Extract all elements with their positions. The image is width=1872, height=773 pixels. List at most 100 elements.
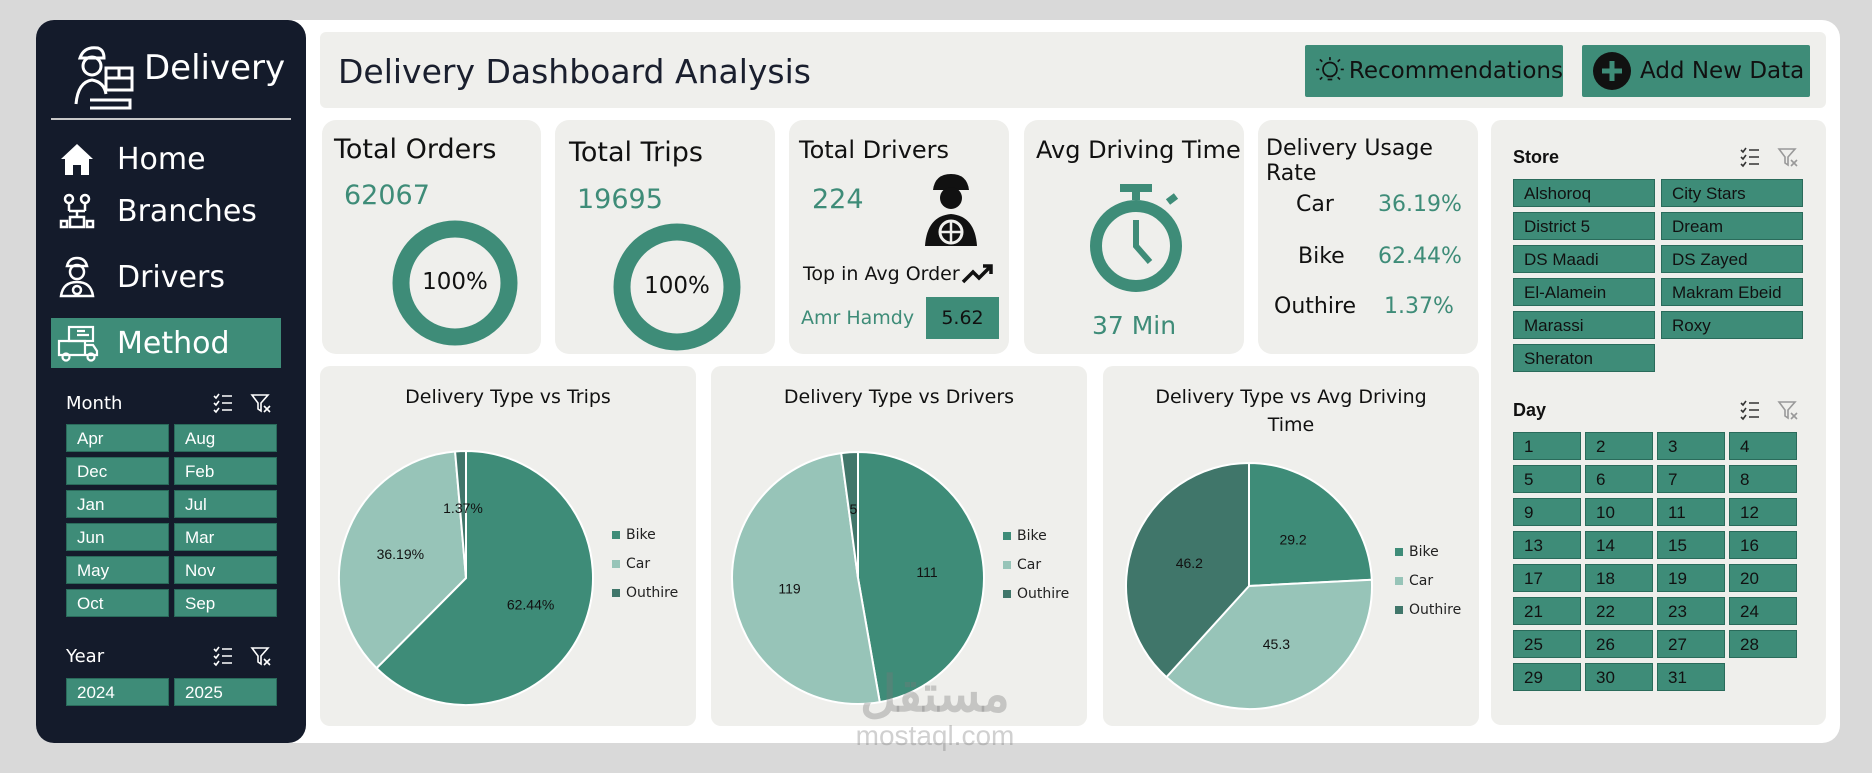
driver-icon: [51, 255, 103, 299]
recommendations-button[interactable]: Recommendations: [1305, 45, 1563, 97]
month-chip[interactable]: Aug: [174, 424, 277, 452]
multi-select-icon[interactable]: [212, 392, 234, 414]
nav-drivers[interactable]: Drivers: [51, 252, 281, 302]
day-chip[interactable]: 6: [1585, 465, 1653, 493]
store-chip[interactable]: DS Maadi: [1513, 245, 1655, 273]
nav-home[interactable]: Home: [51, 134, 281, 184]
clear-filter-icon[interactable]: [1777, 146, 1799, 168]
month-chip[interactable]: Jul: [174, 490, 277, 518]
clear-filter-icon[interactable]: [250, 392, 272, 414]
month-chip[interactable]: Apr: [66, 424, 169, 452]
clear-filter-icon[interactable]: [1777, 399, 1799, 421]
day-chip[interactable]: 4: [1729, 432, 1797, 460]
day-chip[interactable]: 31: [1657, 663, 1725, 691]
legend-swatch-car: [1395, 576, 1403, 585]
day-chip[interactable]: 26: [1585, 630, 1653, 658]
pie-data-label: 62.44%: [507, 597, 554, 613]
store-chip[interactable]: City Stars: [1661, 179, 1803, 207]
nav-method[interactable]: Method: [51, 318, 281, 368]
day-chip[interactable]: 23: [1657, 597, 1725, 625]
day-chip[interactable]: 10: [1585, 498, 1653, 526]
day-chip[interactable]: 30: [1585, 663, 1653, 691]
day-chip[interactable]: 16: [1729, 531, 1797, 559]
day-chip[interactable]: 27: [1657, 630, 1725, 658]
store-chip[interactable]: Dream: [1661, 212, 1803, 240]
watermark-latin: mostaql.com: [855, 720, 1015, 751]
chart-legend: Bike Car Outhire: [1395, 537, 1461, 624]
multi-select-icon[interactable]: [1739, 399, 1761, 421]
pie-slice-bike[interactable]: [857, 450, 985, 704]
legend-label: Bike: [626, 526, 656, 543]
month-chip[interactable]: Dec: [66, 457, 169, 485]
day-chip[interactable]: 9: [1513, 498, 1581, 526]
month-chip[interactable]: Nov: [174, 556, 277, 584]
day-chip[interactable]: 13: [1513, 531, 1581, 559]
month-chip[interactable]: Feb: [174, 457, 277, 485]
day-chip[interactable]: 22: [1585, 597, 1653, 625]
month-chip[interactable]: May: [66, 556, 169, 584]
total-trips-ring: [613, 223, 741, 351]
pie-slice-car[interactable]: [338, 450, 468, 670]
store-chip[interactable]: El-Alamein: [1513, 278, 1655, 306]
day-chip[interactable]: 24: [1729, 597, 1797, 625]
day-chip[interactable]: 7: [1657, 465, 1725, 493]
pie-slice-outhire[interactable]: [453, 449, 467, 579]
day-chip[interactable]: 25: [1513, 630, 1581, 658]
day-chip[interactable]: 21: [1513, 597, 1581, 625]
pie-slice-car[interactable]: [731, 451, 881, 705]
store-chip[interactable]: Sheraton: [1513, 344, 1655, 372]
nav-branches[interactable]: Branches: [51, 186, 281, 236]
month-chip[interactable]: Oct: [66, 589, 169, 617]
add-new-data-button[interactable]: Add New Data: [1582, 45, 1810, 97]
day-chip[interactable]: 29: [1513, 663, 1581, 691]
total-trips-value: 19695: [577, 184, 663, 215]
day-chip[interactable]: 17: [1513, 564, 1581, 592]
clear-filter-icon[interactable]: [250, 645, 272, 667]
pie-data-label: 5: [849, 501, 857, 517]
day-chip[interactable]: 19: [1657, 564, 1725, 592]
store-chip[interactable]: District 5: [1513, 212, 1655, 240]
day-chip[interactable]: 15: [1657, 531, 1725, 559]
total-orders-ring-label: 100%: [422, 269, 488, 295]
legend-item: Car: [612, 549, 678, 578]
stopwatch-icon: [1090, 184, 1182, 292]
pie-slice-car[interactable]: [1164, 578, 1373, 710]
day-chip[interactable]: 5: [1513, 465, 1581, 493]
store-chip[interactable]: DS Zayed: [1661, 245, 1803, 273]
day-chip[interactable]: 8: [1729, 465, 1797, 493]
pie-slice-bike[interactable]: [375, 449, 594, 706]
add-new-data-label: Add New Data: [1640, 58, 1805, 84]
month-chip[interactable]: Mar: [174, 523, 277, 551]
store-chip[interactable]: Alshoroq: [1513, 179, 1655, 207]
day-chip[interactable]: 28: [1729, 630, 1797, 658]
nav-branches-label: Branches: [117, 193, 257, 229]
day-chip[interactable]: 3: [1657, 432, 1725, 460]
day-chip[interactable]: 1: [1513, 432, 1581, 460]
day-chip[interactable]: 12: [1729, 498, 1797, 526]
day-chip[interactable]: 20: [1729, 564, 1797, 592]
day-chip[interactable]: 14: [1585, 531, 1653, 559]
multi-select-icon[interactable]: [212, 645, 234, 667]
year-chip[interactable]: 2024: [66, 678, 169, 706]
pie-slice-outhire[interactable]: [840, 450, 859, 579]
day-chip[interactable]: 11: [1657, 498, 1725, 526]
month-chip[interactable]: Jun: [66, 523, 169, 551]
pie-slice-outhire[interactable]: [1125, 461, 1250, 679]
store-chip[interactable]: Marassi: [1513, 311, 1655, 339]
usage-row-outhire: Outhire 1.37%: [1274, 294, 1464, 344]
pie-slice-bike[interactable]: [1248, 461, 1373, 588]
usage-label: Bike: [1298, 244, 1345, 269]
month-chip[interactable]: Jan: [66, 490, 169, 518]
day-chip[interactable]: 18: [1585, 564, 1653, 592]
trips-pie-panel: Delivery Type vs Trips 62.44% 36.19% 1.37%…: [320, 366, 696, 726]
pie-data-label: 29.2: [1279, 532, 1306, 548]
year-chip[interactable]: 2025: [174, 678, 277, 706]
trending-up-icon: [961, 264, 993, 284]
pie-data-label: 111: [916, 564, 937, 580]
total-drivers-card: Total Drivers 224 Top in Avg Order Amr H…: [789, 120, 1009, 354]
day-chip[interactable]: 2: [1585, 432, 1653, 460]
multi-select-icon[interactable]: [1739, 146, 1761, 168]
store-chip[interactable]: Roxy: [1661, 311, 1803, 339]
month-chip[interactable]: Sep: [174, 589, 277, 617]
store-chip[interactable]: Makram Ebeid: [1661, 278, 1803, 306]
